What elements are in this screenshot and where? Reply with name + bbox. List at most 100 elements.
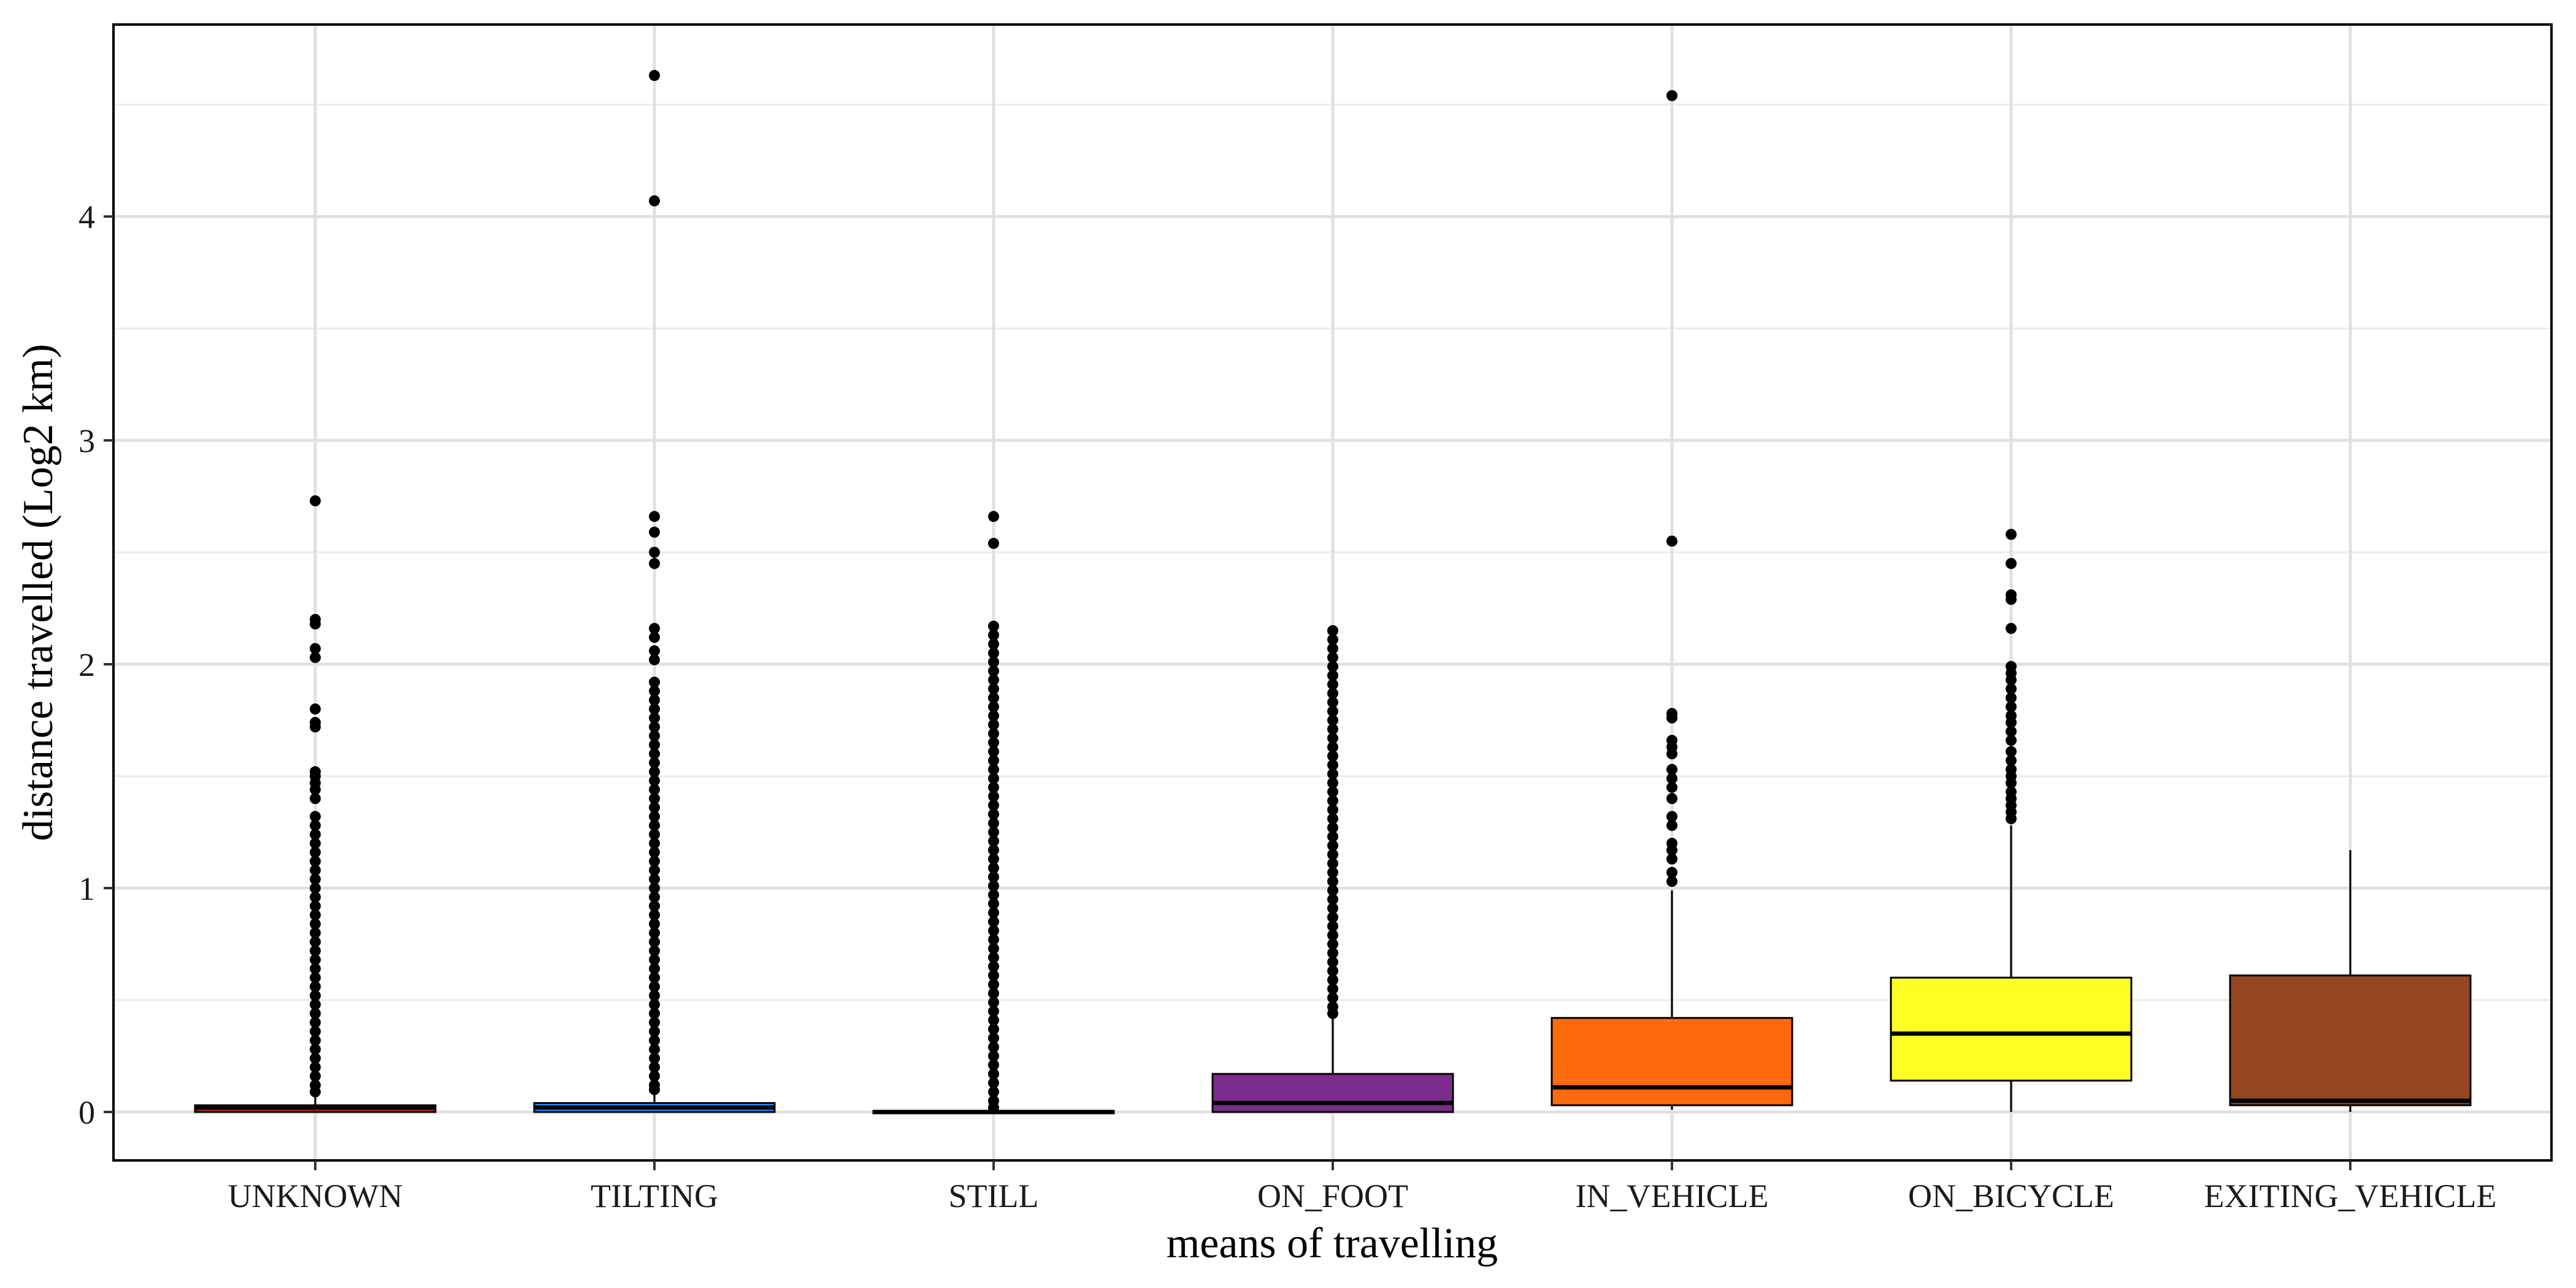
outlier-point xyxy=(988,629,999,641)
outlier-point xyxy=(988,511,999,523)
outlier-point xyxy=(988,826,999,838)
outlier-point xyxy=(310,963,321,975)
outlier-point xyxy=(1666,773,1677,784)
outlier-point xyxy=(1327,625,1338,637)
outlier-point xyxy=(988,1068,999,1079)
outlier-point xyxy=(649,775,660,786)
outlier-point xyxy=(1327,876,1338,887)
y-tick-label: 3 xyxy=(79,423,95,459)
outlier-point xyxy=(988,1041,999,1053)
iqr-box xyxy=(1890,976,2133,1082)
outlier-point xyxy=(1327,652,1338,664)
outlier-point xyxy=(1327,742,1338,753)
outlier-point xyxy=(649,757,660,769)
boxes xyxy=(194,70,2472,1114)
outlier-point xyxy=(1327,670,1338,681)
outlier-point xyxy=(1666,853,1677,865)
outlier-point xyxy=(2006,754,2017,766)
outlier-point xyxy=(988,781,999,793)
x-tick-label: UNKNOWN xyxy=(228,1178,403,1214)
outlier-point xyxy=(988,719,999,730)
box-on-bicycle xyxy=(1890,529,2133,1112)
outlier-point xyxy=(310,909,321,921)
x-axis-title: means of travelling xyxy=(1167,1220,1498,1267)
outlier-point xyxy=(310,1086,321,1098)
outlier-point xyxy=(649,972,660,983)
outlier-point xyxy=(649,873,660,885)
outlier-point xyxy=(310,936,321,948)
outlier-point xyxy=(649,891,660,903)
outlier-point xyxy=(1327,902,1338,914)
outlier-point xyxy=(649,1035,660,1046)
axes: 0 1 2 3 4 UNKNOWN TILTING STILL ON_FOOT IN_VEHICL… xyxy=(79,199,2496,1214)
outlier-point xyxy=(1327,795,1338,807)
outlier-point xyxy=(988,978,999,990)
outlier-point xyxy=(988,791,999,802)
outlier-point xyxy=(649,645,660,657)
outlier-point xyxy=(988,754,999,766)
outlier-point xyxy=(988,835,999,847)
outlier-point xyxy=(988,818,999,829)
outlier-point xyxy=(649,526,660,538)
outlier-point xyxy=(988,647,999,659)
x-tick-label: ON_BICYCLE xyxy=(1908,1178,2114,1214)
outlier-point xyxy=(310,927,321,938)
outlier-point xyxy=(649,1025,660,1037)
outlier-point xyxy=(649,864,660,876)
outlier-point xyxy=(649,739,660,751)
outlier-point xyxy=(988,674,999,686)
iqr-box xyxy=(1551,1017,1793,1106)
outlier-point xyxy=(2006,529,2017,540)
outlier-point xyxy=(310,981,321,992)
outlier-point xyxy=(2006,701,2017,713)
outlier-point xyxy=(1666,712,1677,724)
outlier-point xyxy=(988,898,999,910)
outlier-point xyxy=(310,864,321,876)
outlier-point xyxy=(2006,683,2017,695)
outlier-point xyxy=(649,909,660,921)
outlier-point xyxy=(988,987,999,999)
outlier-point xyxy=(649,721,660,733)
outlier-point xyxy=(649,846,660,858)
outlier-point xyxy=(1666,781,1677,793)
outlier-point xyxy=(1327,849,1338,861)
outlier-point xyxy=(649,900,660,912)
outlier-point xyxy=(1327,894,1338,905)
outlier-point xyxy=(649,1008,660,1019)
outlier-point xyxy=(649,730,660,742)
y-axis-title: distance travelled (Log2 km) xyxy=(15,344,62,841)
outlier-point xyxy=(649,999,660,1010)
outlier-point xyxy=(988,764,999,775)
outlier-point xyxy=(988,933,999,945)
outlier-point xyxy=(1327,822,1338,834)
outlier-point xyxy=(988,701,999,713)
outlier-point xyxy=(988,1102,999,1113)
outlier-point xyxy=(988,638,999,650)
outlier-point xyxy=(1327,1008,1338,1019)
outlier-point xyxy=(1666,876,1677,887)
outlier-point xyxy=(988,907,999,919)
outlier-point xyxy=(988,808,999,820)
outlier-point xyxy=(310,990,321,1002)
outlier-point xyxy=(988,970,999,981)
outlier-point xyxy=(1327,705,1338,717)
outlier-point xyxy=(649,793,660,804)
outlier-point xyxy=(310,891,321,903)
outlier-point xyxy=(310,652,321,664)
outlier-point xyxy=(1327,992,1338,1003)
outlier-point xyxy=(1666,793,1677,804)
outlier-point xyxy=(988,1005,999,1017)
outlier-point xyxy=(1327,804,1338,816)
outlier-point xyxy=(1327,768,1338,780)
x-tick-label: TILTING xyxy=(591,1178,718,1214)
outlier-point xyxy=(1327,777,1338,789)
outlier-point xyxy=(649,748,660,759)
outlier-point xyxy=(310,1035,321,1046)
outlier-point xyxy=(988,683,999,695)
outlier-point xyxy=(310,972,321,983)
outlier-point xyxy=(1666,90,1677,101)
box-exiting-vehicle xyxy=(2229,849,2472,1112)
outlier-point xyxy=(310,918,321,930)
outlier-point xyxy=(1327,983,1338,995)
outlier-point xyxy=(1327,884,1338,896)
